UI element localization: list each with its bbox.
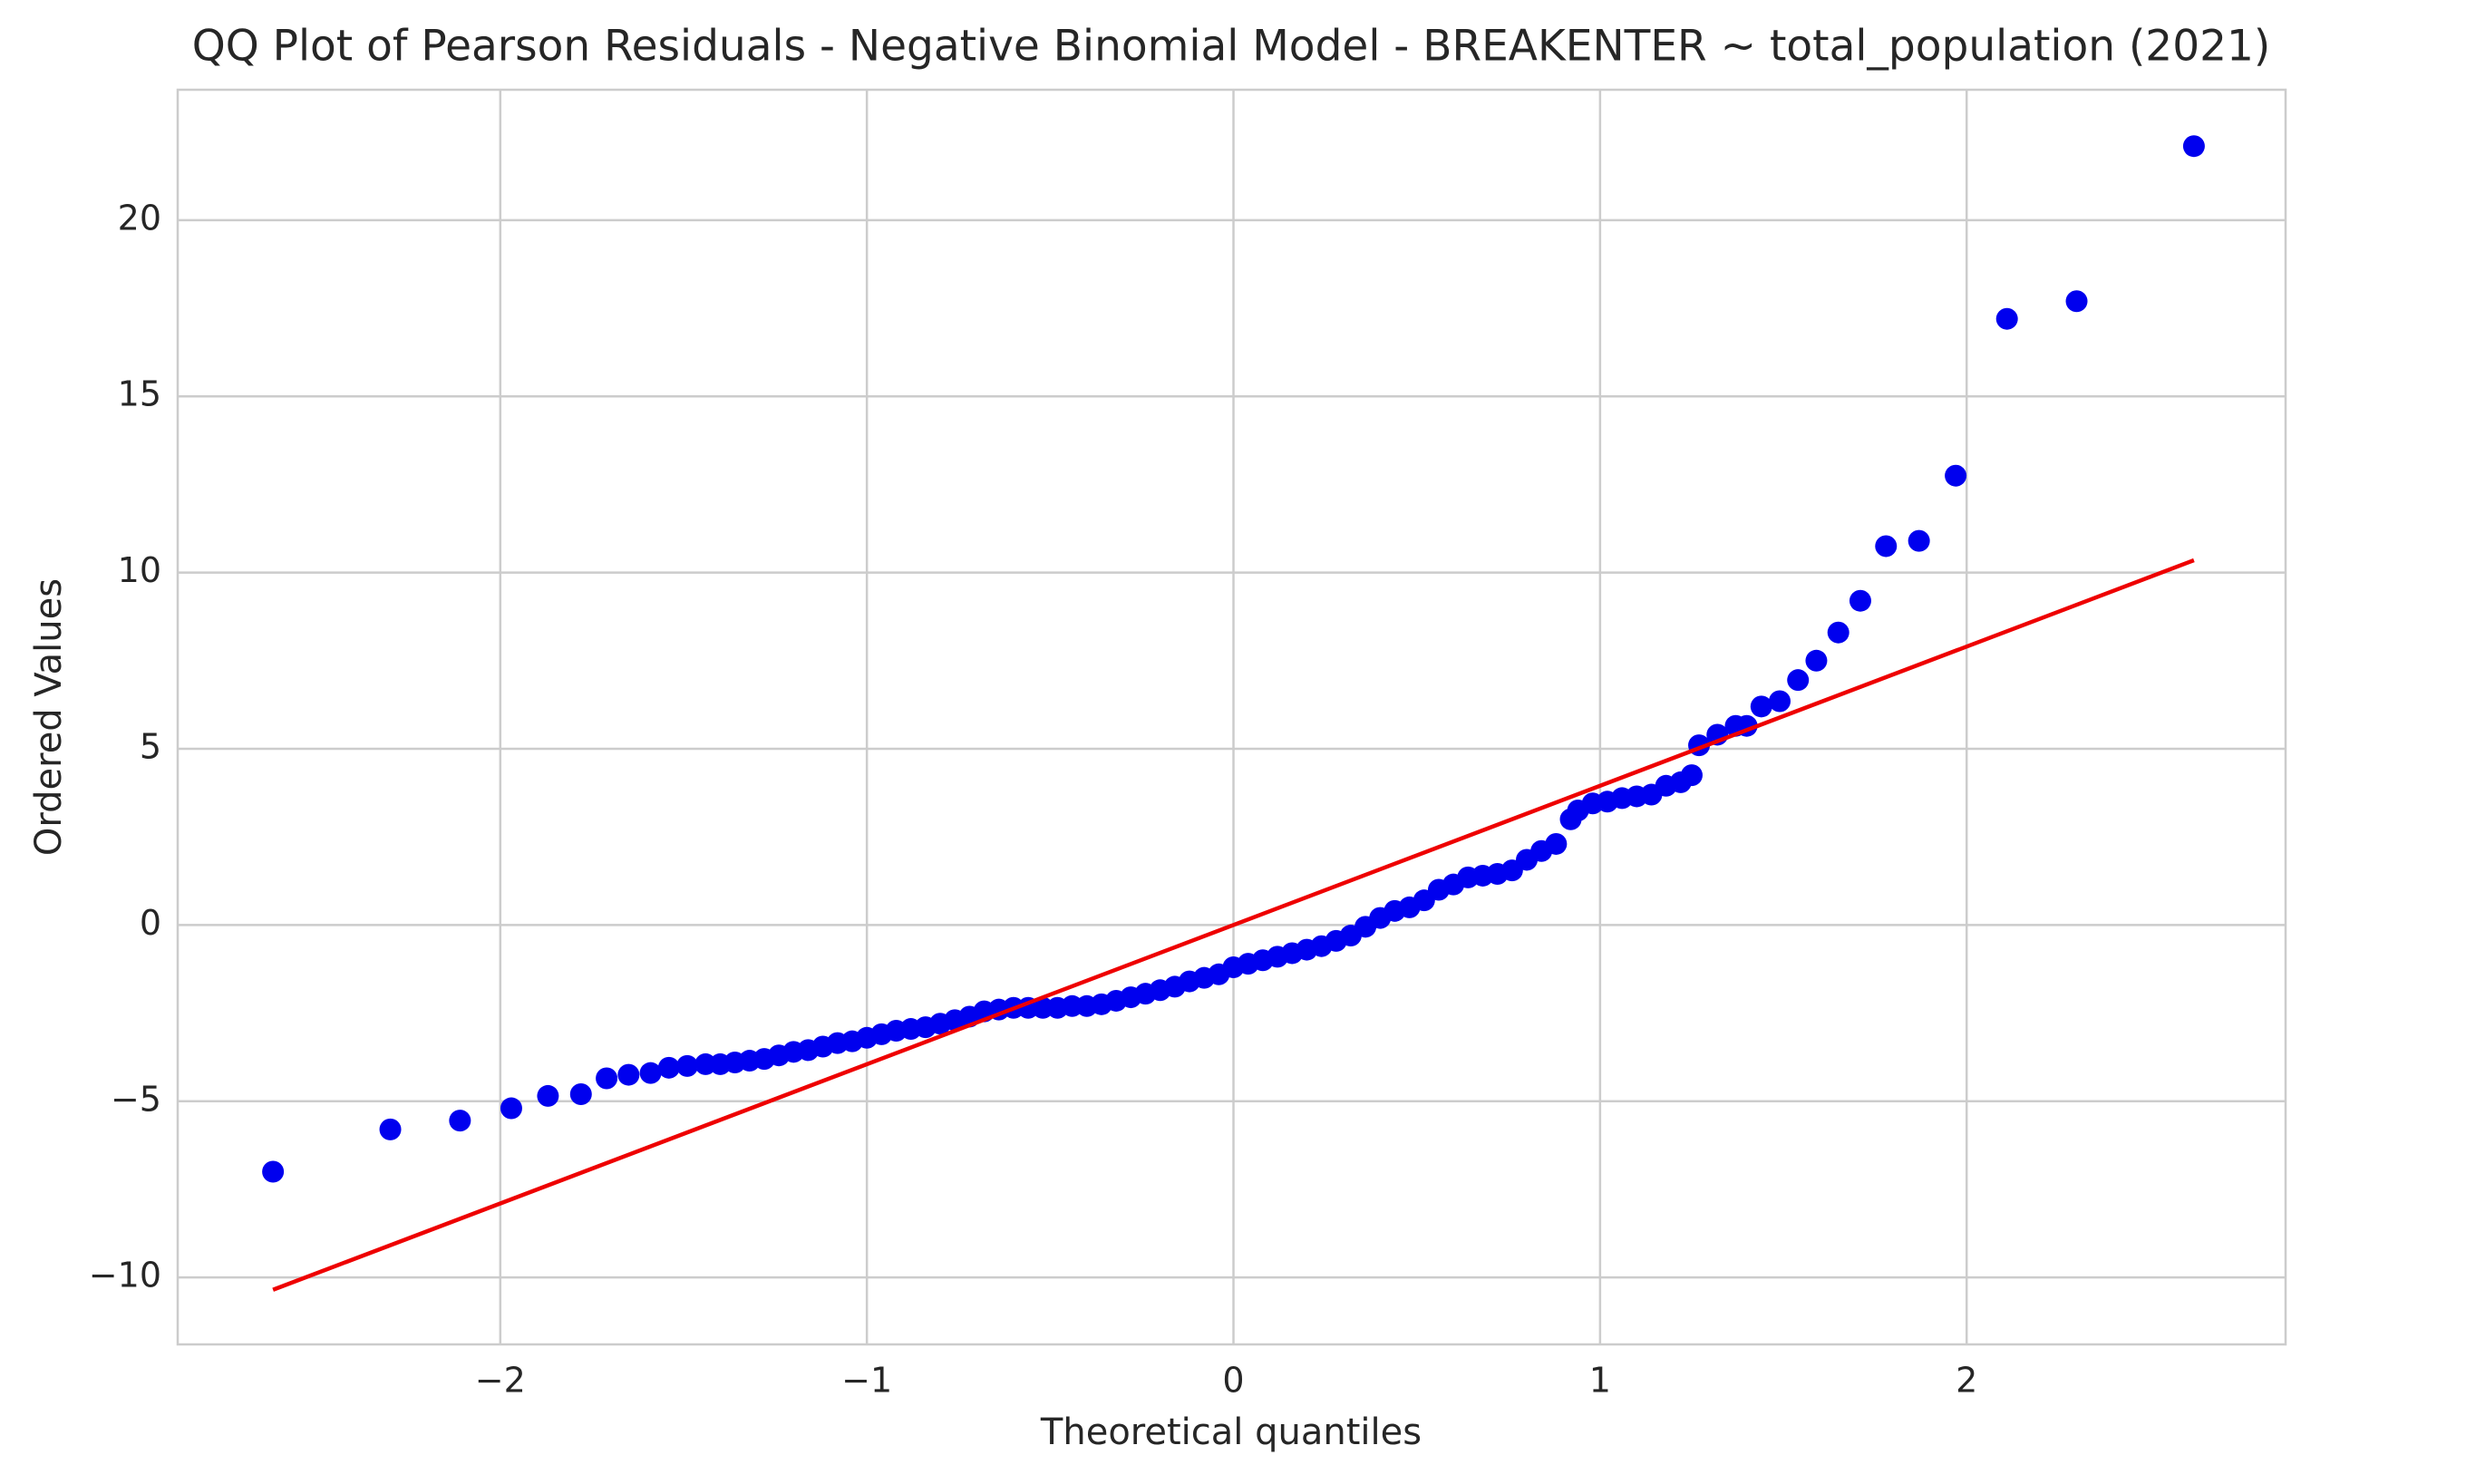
point bbox=[657, 1056, 680, 1079]
point bbox=[596, 1067, 618, 1090]
y-tick-label: 5 bbox=[140, 726, 161, 766]
fit-line bbox=[272, 558, 2195, 1292]
point bbox=[1875, 535, 1898, 558]
point bbox=[1849, 589, 1871, 612]
point bbox=[379, 1118, 402, 1140]
point bbox=[1680, 764, 1703, 787]
x-tick-label: 1 bbox=[1589, 1361, 1611, 1401]
point bbox=[262, 1160, 285, 1183]
point bbox=[1908, 529, 1930, 552]
x-tick-label: −1 bbox=[841, 1361, 892, 1401]
point bbox=[1995, 307, 2018, 330]
y-tick-label: 0 bbox=[140, 903, 161, 943]
point bbox=[500, 1097, 522, 1120]
y-tick-label: −5 bbox=[111, 1079, 161, 1119]
point bbox=[2065, 290, 2088, 313]
point bbox=[449, 1110, 471, 1132]
x-tick-label: 2 bbox=[1956, 1361, 1977, 1401]
x-tick-label: 0 bbox=[1222, 1361, 1244, 1401]
point bbox=[1827, 621, 1850, 644]
x-tick-label: −2 bbox=[475, 1361, 526, 1401]
point bbox=[639, 1062, 662, 1084]
y-tick-label: 15 bbox=[118, 374, 161, 414]
point bbox=[2182, 135, 2205, 158]
point bbox=[1750, 695, 1772, 718]
point bbox=[617, 1063, 640, 1086]
point bbox=[1787, 669, 1810, 692]
y-tick-label: −10 bbox=[89, 1256, 161, 1295]
chart-title: QQ Plot of Pearson Residuals - Negative … bbox=[192, 22, 2271, 72]
point bbox=[537, 1084, 559, 1107]
point bbox=[676, 1054, 699, 1077]
point bbox=[1805, 649, 1828, 672]
y-axis-label: Ordered Values bbox=[28, 578, 70, 856]
point bbox=[569, 1082, 592, 1105]
y-tick-label: 10 bbox=[118, 550, 161, 590]
y-tick-label: 20 bbox=[118, 198, 161, 238]
point bbox=[1545, 832, 1568, 855]
point bbox=[1769, 690, 1791, 713]
x-axis-label: Theoretical quantiles bbox=[1040, 1411, 1422, 1453]
point bbox=[1945, 464, 1967, 487]
plot-frame bbox=[176, 88, 2287, 1346]
